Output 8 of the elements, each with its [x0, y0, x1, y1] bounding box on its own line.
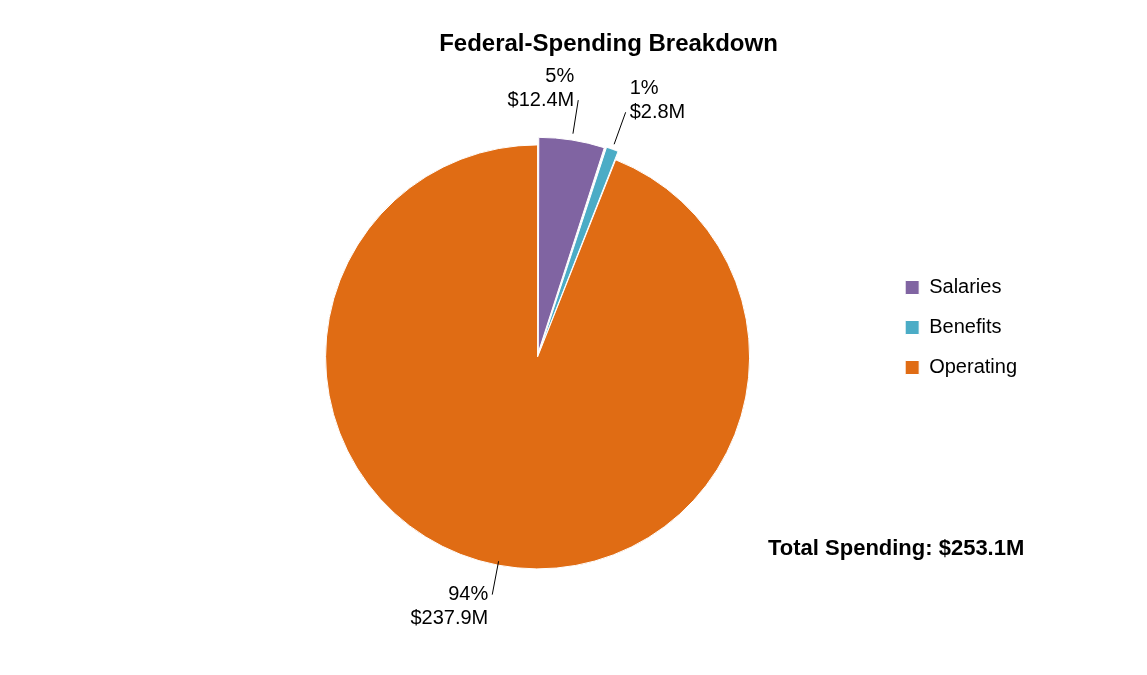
- legend-label: Salaries: [929, 275, 1002, 298]
- data-label: 1% $2.8M: [629, 75, 686, 122]
- legend-label: Benefits: [929, 315, 1002, 338]
- data-label: 94% $237.9M: [410, 582, 489, 629]
- chart-title: Federal-Spending Breakdown: [439, 29, 778, 57]
- text: Total Spending: $253.1M: [768, 535, 1025, 561]
- data-label: 5% $12.4M: [507, 63, 575, 110]
- legend-label: Operating: [929, 355, 1018, 378]
